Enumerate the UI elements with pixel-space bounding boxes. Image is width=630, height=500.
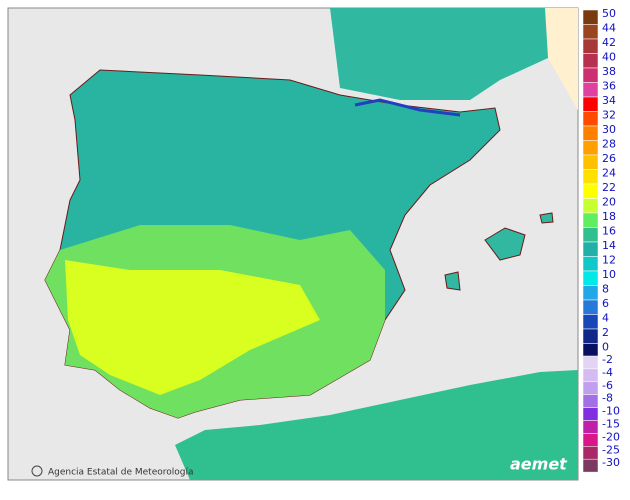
- legend-label: 34: [602, 94, 616, 107]
- legend-swatch: [582, 420, 599, 434]
- legend-label: 30: [602, 123, 616, 136]
- legend-swatch: [582, 198, 599, 214]
- legend-swatch: [582, 407, 599, 421]
- land-outside: [545, 8, 578, 110]
- legend-label: 4: [602, 312, 609, 325]
- legend-swatch: [582, 314, 599, 330]
- credit: Agencia Estatal de Meteorología: [48, 468, 194, 478]
- legend-swatch: [582, 299, 599, 315]
- legend-label: 40: [602, 51, 616, 64]
- legend-swatch: [582, 458, 599, 473]
- legend-label: 20: [602, 196, 616, 209]
- legend-swatch: [582, 24, 599, 40]
- legend-swatch: [582, 53, 599, 69]
- legend-swatch: [582, 227, 599, 243]
- legend-label: 42: [602, 36, 616, 49]
- legend-label: 36: [602, 80, 616, 93]
- credit-icon: [31, 465, 43, 477]
- legend-swatch: [582, 256, 599, 272]
- legend-label: -20: [602, 430, 620, 443]
- legend-swatch: [582, 38, 599, 54]
- legend-label: -4: [602, 366, 613, 379]
- legend-label: 26: [602, 152, 616, 165]
- legend-swatch: [582, 9, 599, 25]
- legend-label: -6: [602, 379, 613, 392]
- legend-label: 0: [602, 341, 609, 354]
- legend-label: 6: [602, 297, 609, 310]
- legend: 5044424038363432302826242220181614121086…: [582, 7, 620, 473]
- legend-label: -15: [602, 418, 620, 431]
- legend-label: 32: [602, 109, 616, 122]
- legend-swatch: [582, 82, 599, 98]
- legend-label: 38: [602, 65, 616, 78]
- map: Agencia Estatal de Meteorología aemet: [7, 7, 579, 481]
- legend-swatch: [582, 154, 599, 170]
- legend-swatch: [582, 169, 599, 185]
- legend-swatch: [582, 270, 599, 286]
- legend-swatch: [582, 381, 599, 395]
- legend-swatch: [582, 394, 599, 408]
- legend-swatch: [582, 446, 599, 460]
- legend-label: 44: [602, 22, 616, 35]
- legend-label: -8: [602, 392, 613, 405]
- legend-label: 22: [602, 181, 616, 194]
- legend-label: 28: [602, 138, 616, 151]
- legend-swatch: [582, 368, 599, 383]
- legend-label: -2: [602, 353, 613, 366]
- france: [330, 8, 548, 100]
- legend-label: 2: [602, 326, 609, 339]
- legend-swatch: [582, 433, 599, 447]
- legend-label: 16: [602, 225, 616, 238]
- legend-swatch: [582, 285, 599, 301]
- legend-label: 12: [602, 254, 616, 267]
- legend-label: 50: [602, 7, 616, 20]
- legend-swatch: [582, 125, 599, 141]
- legend-label: -10: [602, 405, 620, 418]
- legend-swatch: [582, 140, 599, 156]
- legend-label: 8: [602, 283, 609, 296]
- legend-label: 10: [602, 268, 616, 281]
- legend-swatch: [582, 67, 599, 83]
- legend-swatch: [582, 96, 599, 112]
- legend-swatch: [582, 183, 599, 199]
- pyrenees: [354, 98, 461, 117]
- legend-label: -30: [602, 456, 620, 469]
- legend-label: 14: [602, 239, 616, 252]
- hot-zone: [65, 260, 320, 395]
- legend-label: 18: [602, 210, 616, 223]
- islands: [444, 212, 554, 291]
- legend-label: 24: [602, 167, 616, 180]
- logo: aemet: [510, 455, 568, 474]
- africa: [175, 370, 578, 480]
- legend-swatch: [582, 111, 599, 127]
- legend-swatch: [582, 355, 599, 370]
- legend-swatch: [582, 328, 599, 344]
- legend-swatch: [582, 212, 599, 228]
- legend-label: -25: [602, 443, 620, 456]
- legend-swatch: [582, 241, 599, 257]
